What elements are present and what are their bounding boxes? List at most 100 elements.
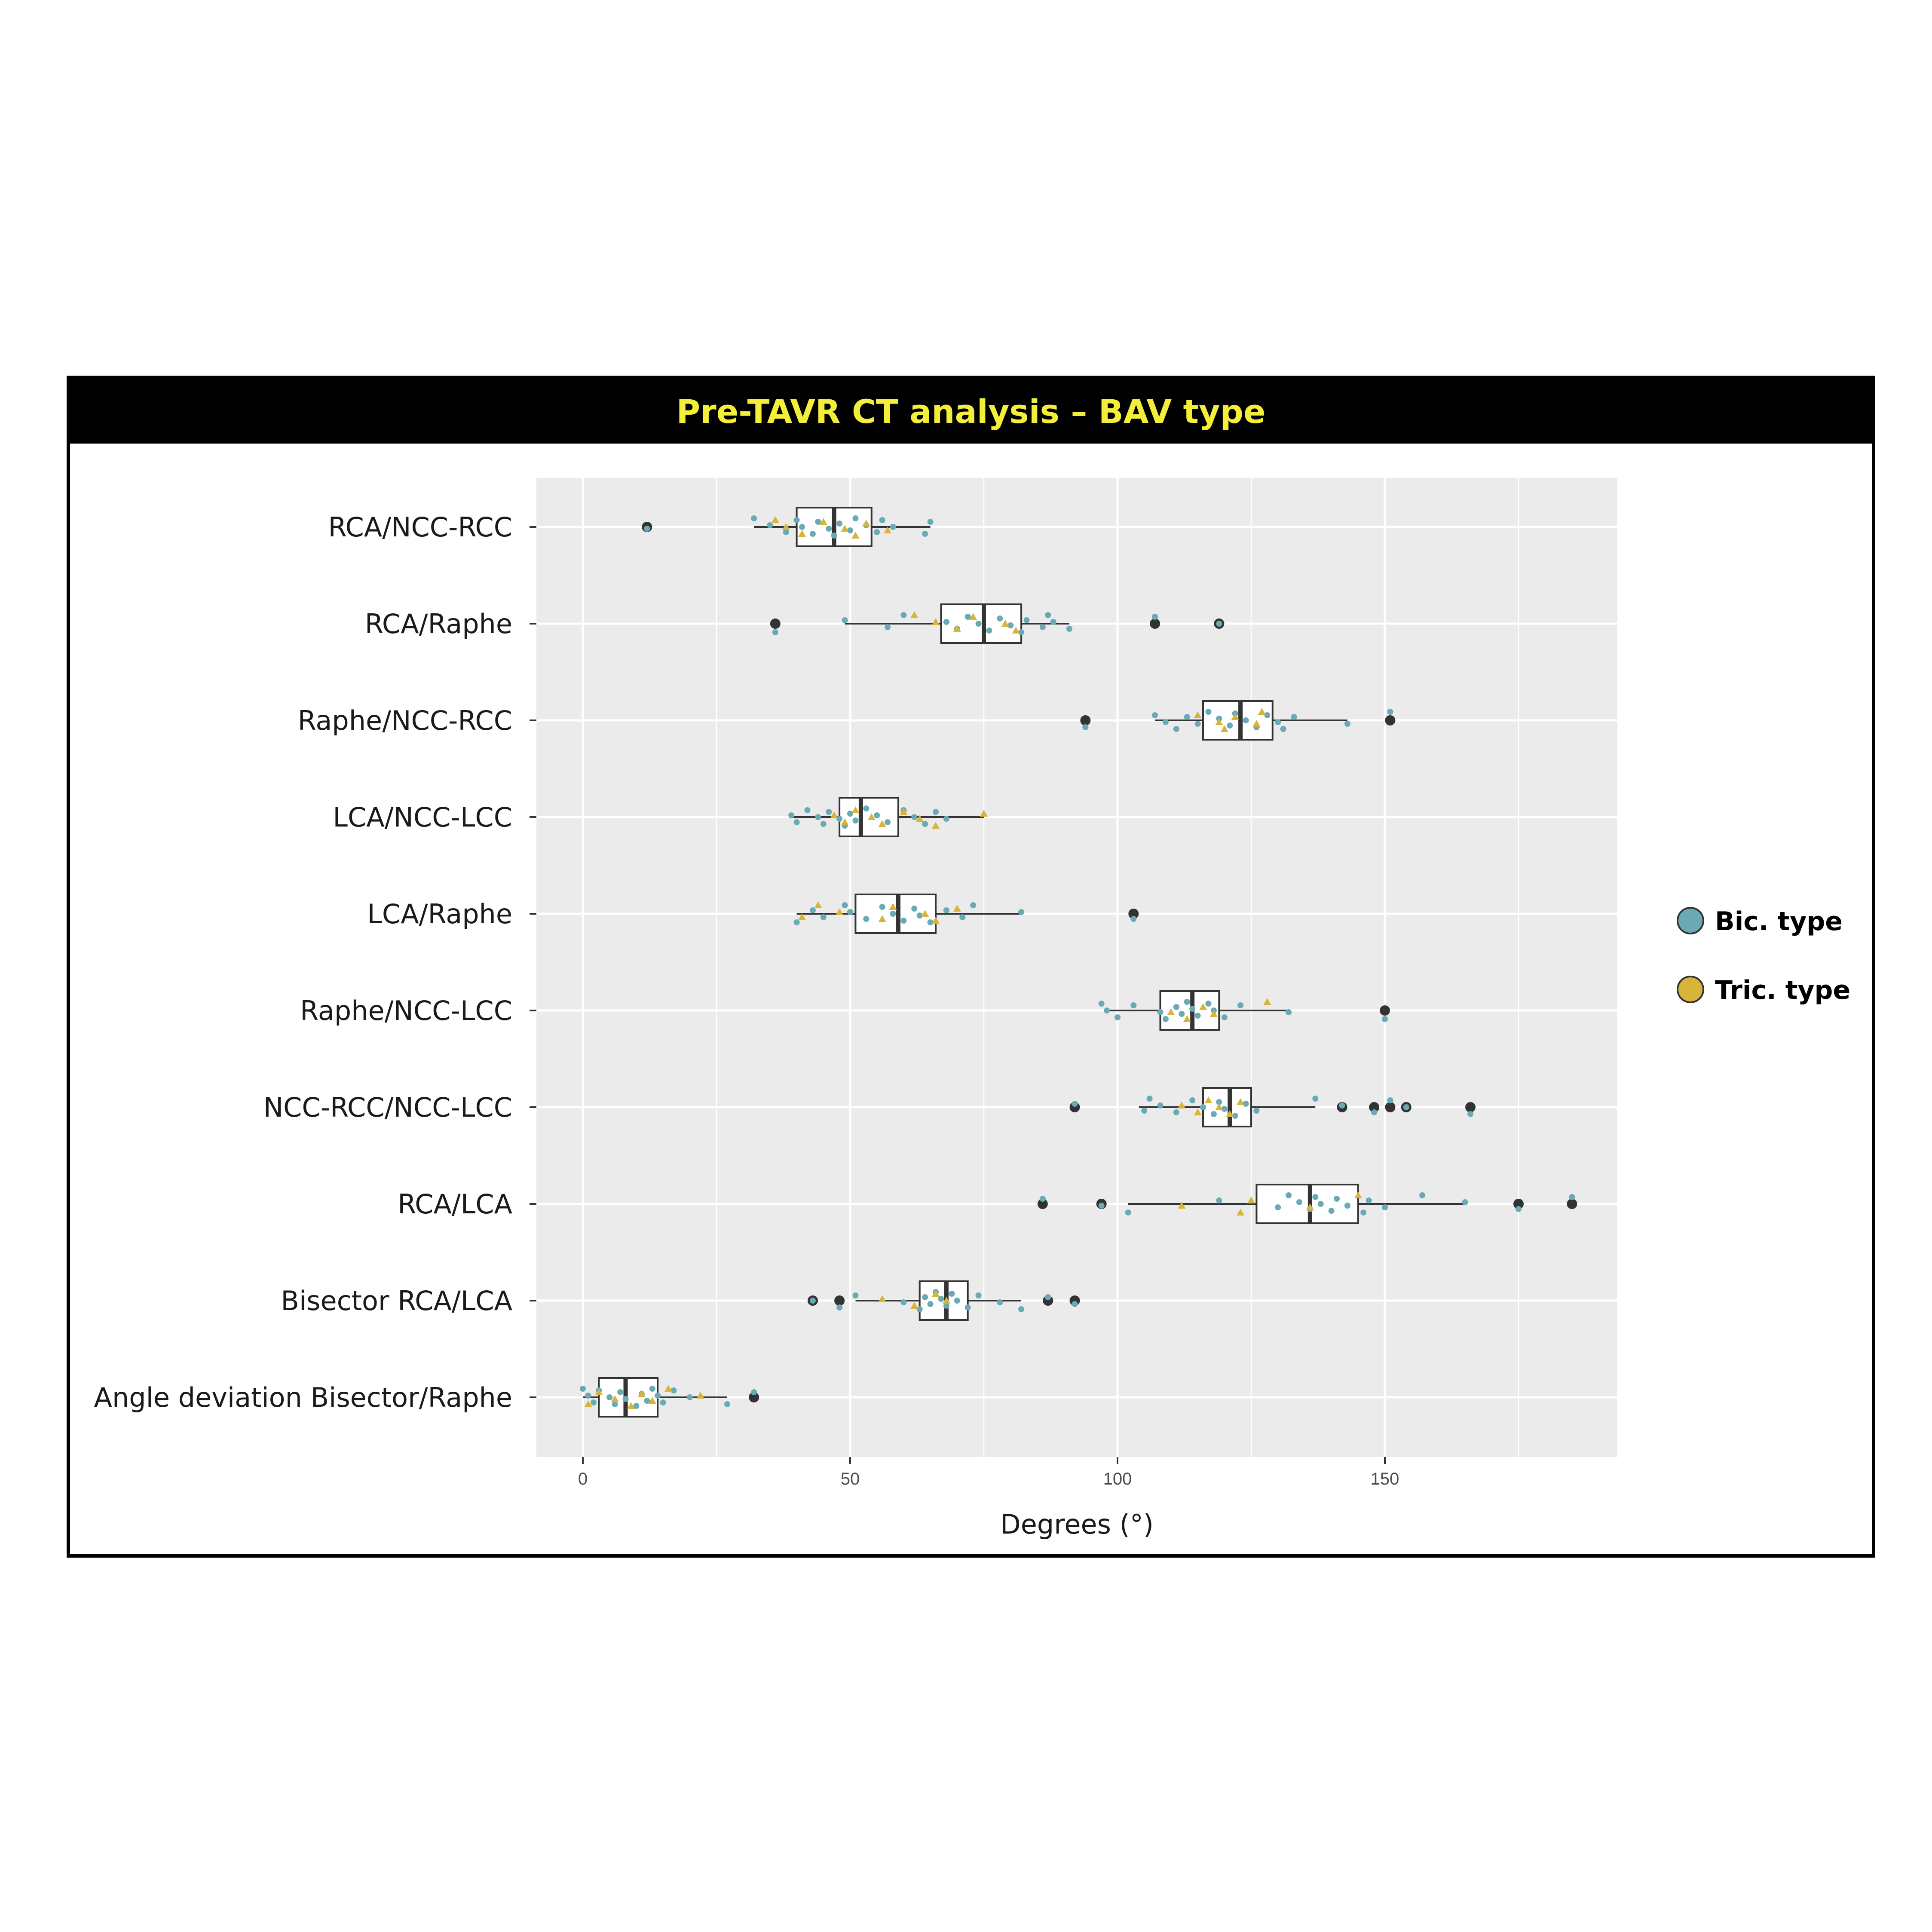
bic-point [900,918,907,924]
tric-point [1199,1003,1207,1010]
tric-point [932,917,940,924]
bic-point [671,1387,677,1393]
tric-point [595,1388,603,1395]
bic-point [836,816,843,822]
bic-point [1516,1206,1522,1212]
bic-point [1210,1111,1217,1117]
tric-point [1194,711,1202,718]
bic-point [1189,1006,1196,1012]
tric-point [953,625,961,632]
bic-point [1243,717,1249,723]
bic-point [1130,916,1137,922]
bic-point [1039,624,1046,630]
bic-point [852,1292,859,1298]
bic-point [815,814,821,820]
y-tick-label: RCA/Raphe [365,608,512,640]
bic-point [1467,1111,1474,1117]
tric-point [1012,627,1020,634]
y-tick-label: RCA/NCC-RCC [328,511,513,543]
outlier-point [1385,1102,1396,1112]
tric-point [798,530,806,537]
bic-point [943,907,949,913]
bic-point [1275,1204,1281,1210]
tric-point [1247,1197,1255,1203]
bic-point [874,812,880,818]
outlier-point [1080,715,1091,726]
bic-point [1018,1306,1025,1312]
bic-point [1072,1301,1078,1307]
title-bar: Pre-TAVR CT analysis – BAV type [70,379,1872,444]
bic-point [1082,724,1089,730]
outlier-point [1385,715,1396,726]
x-tick-label: 50 [841,1470,860,1488]
tric-point [1252,720,1261,727]
bic-point [815,519,821,525]
bic-point [879,904,885,910]
y-tick-label: NCC-RCC/NCC-LCC [263,1092,512,1123]
outlier-point [1567,1199,1577,1209]
outlier-point [1128,909,1139,919]
tric-point [1215,718,1223,725]
bic-point [1130,1002,1137,1008]
bic-point [1243,1101,1249,1107]
tric-point [900,808,908,815]
tric-point [878,1295,886,1302]
bic-point [1045,1294,1051,1300]
outlier-point [1465,1102,1476,1112]
box-body [1159,990,1220,1031]
points-layer [580,515,1575,1409]
tric-point [1263,998,1271,1005]
axes-layer: RCA/NCC-RCC RCA/Raphe Raphe/NCC-RCC LCA/NCC… [94,511,1399,1488]
tric-point [841,818,849,825]
bic-point [1104,1007,1110,1013]
bic-point [1184,714,1190,720]
x-tick-label: 0 [578,1470,588,1488]
bic-point [1569,1194,1575,1200]
bic-point [852,818,859,824]
bic-point [1387,709,1393,715]
chart-title: Pre-TAVR CT analysis – BAV type [676,392,1266,431]
tric-point [1258,708,1266,715]
box-0 [642,507,931,547]
bic-point [836,1304,843,1310]
bic-point [1339,1102,1345,1108]
bic-point [1286,1009,1292,1015]
bic-point [1045,612,1051,618]
tric-point [932,1290,940,1297]
bic-point [633,1403,640,1409]
bic-point [1152,712,1158,718]
tric-point [1194,1108,1202,1115]
bic-point [617,1389,624,1395]
tric-point [1237,1098,1245,1105]
bic-point [964,1304,971,1310]
bic-point [585,1393,591,1399]
y-tick-label: Raphe/NCC-LCC [300,995,512,1026]
tric-point [627,1402,635,1409]
bic-point [580,1386,586,1392]
bic-point [1419,1192,1426,1198]
tric-point [1209,1010,1218,1017]
bic-point [831,533,837,539]
bic-point [874,529,880,535]
tric-point [862,520,870,527]
box-body [1202,1087,1252,1127]
tric-point [884,527,892,533]
bic-point [1189,1097,1196,1103]
bic-point [1344,1203,1350,1209]
tric-point [1178,1202,1186,1209]
bic-point [836,521,843,527]
outlier-point [749,1392,759,1402]
bic-point [938,1296,944,1302]
tric-point [1178,1102,1186,1108]
bic-point [751,515,757,521]
bic-point [997,1299,1003,1305]
tric-point [1215,1103,1223,1110]
tric-point [1204,1096,1212,1103]
bic-point [1114,1014,1121,1020]
bic-point [767,522,773,528]
bic-point [1173,1004,1179,1010]
bic-point [1162,1016,1169,1022]
bic-point [1179,1011,1185,1017]
tric-point [851,532,860,539]
bic-point [964,614,971,620]
